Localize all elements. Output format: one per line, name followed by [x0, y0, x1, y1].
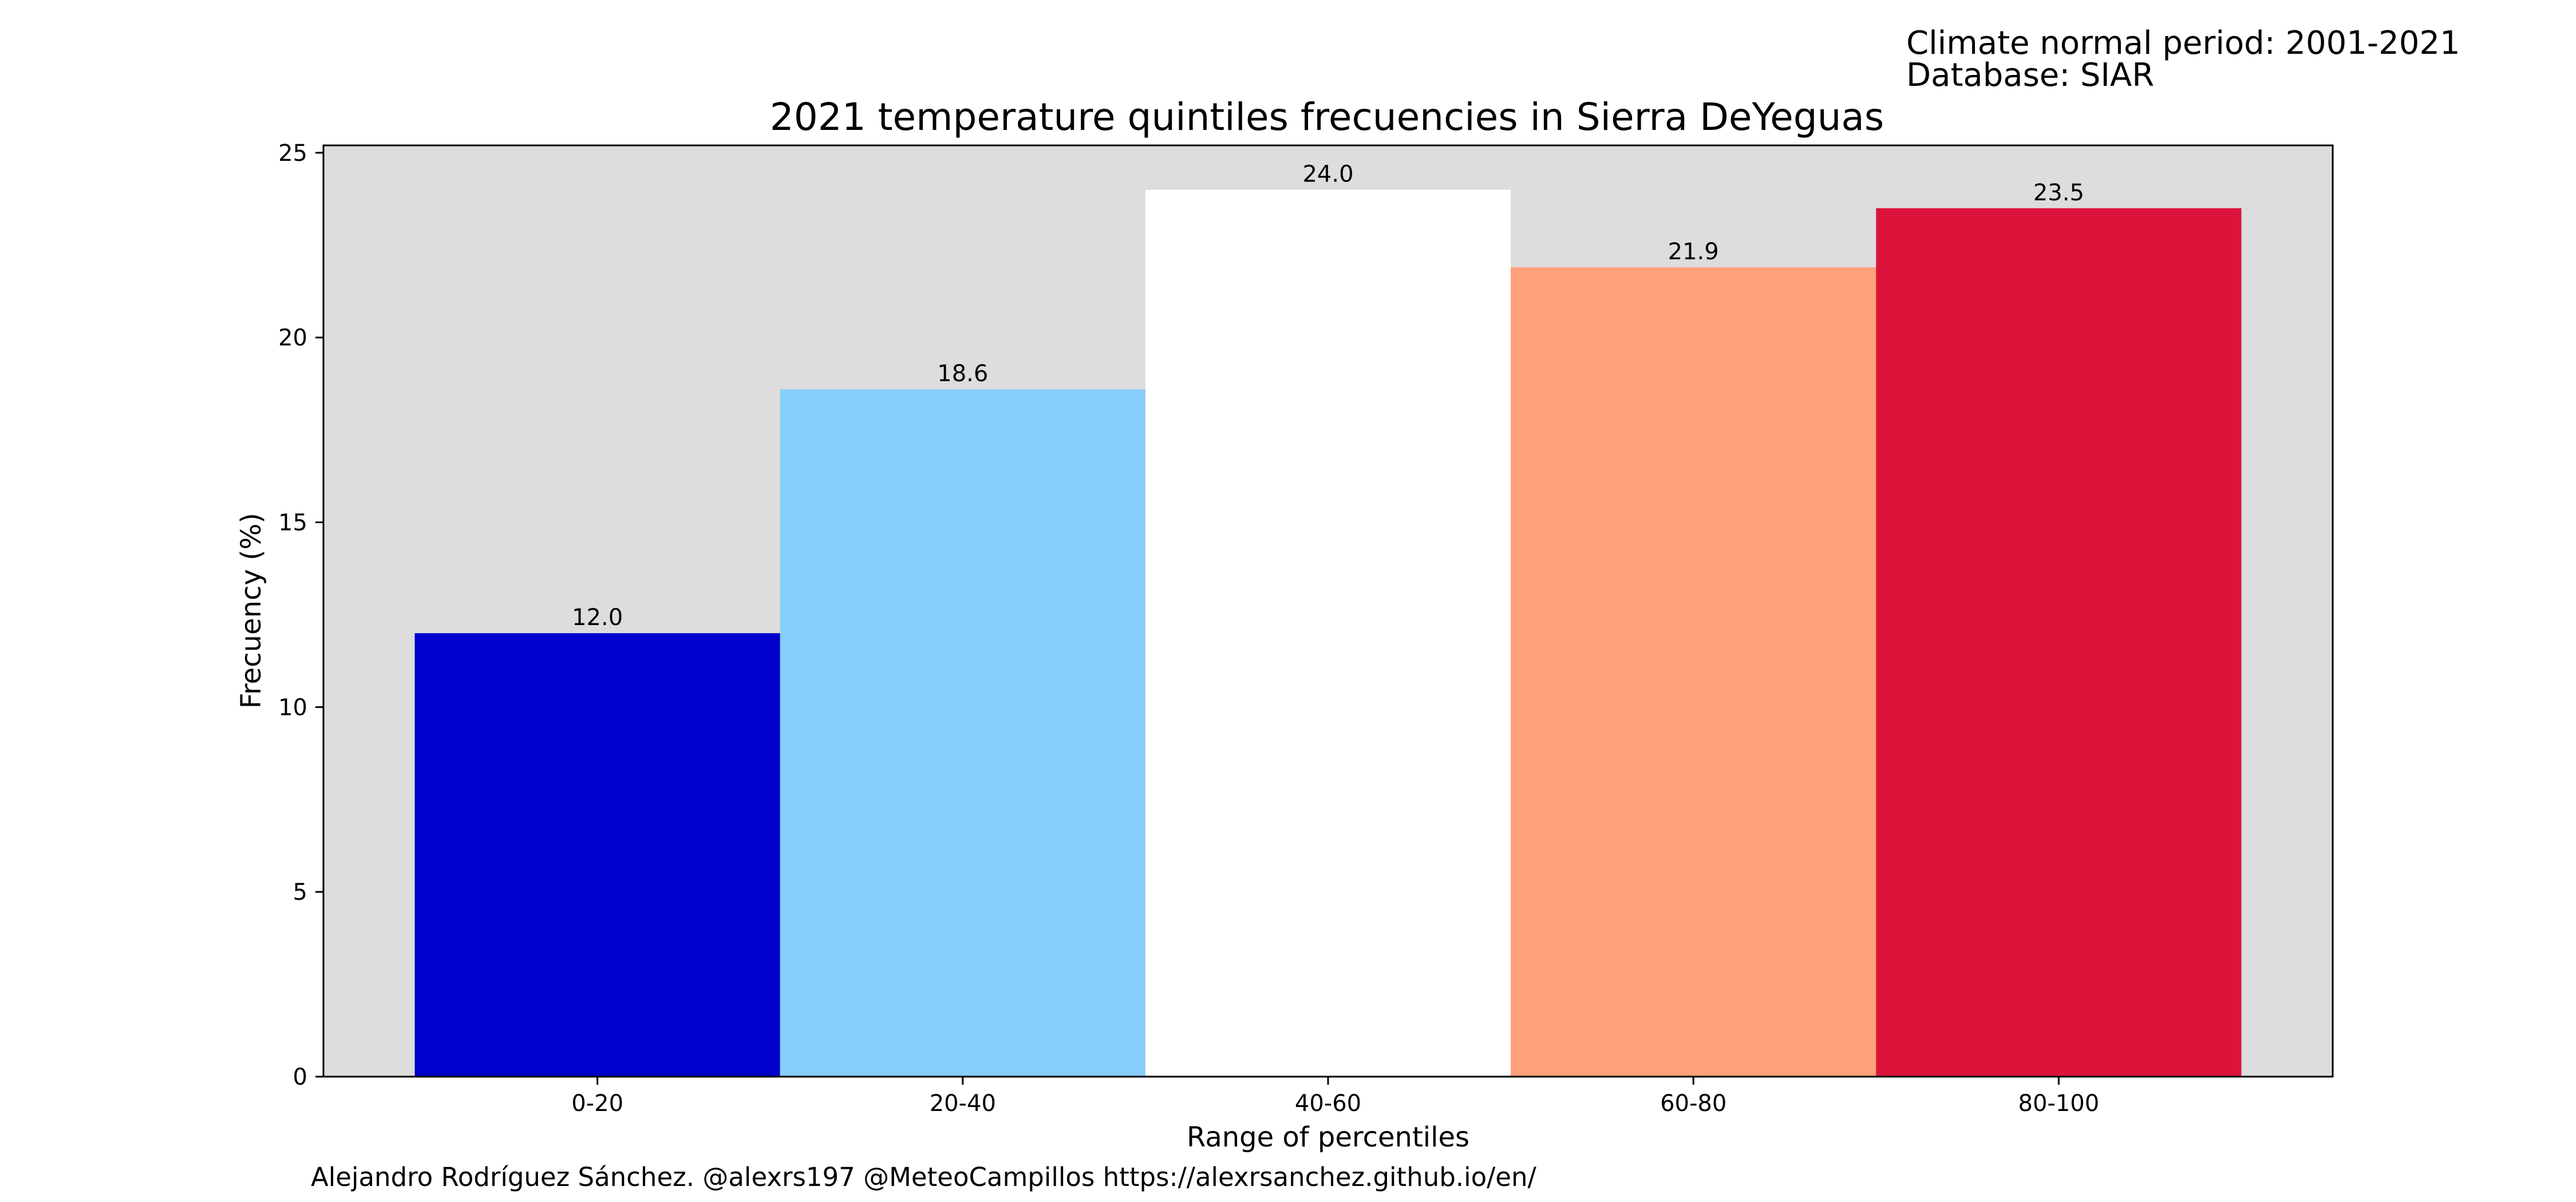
bar-40-60 — [1145, 189, 1511, 1077]
bar-20-40 — [780, 389, 1145, 1077]
y-tick-label: 15 — [278, 510, 307, 536]
credit-text: Alejandro Rodríguez Sánchez. @alexrs197 … — [311, 1162, 1537, 1192]
bars-group: 12.0 18.6 24.0 21.9 23.5 — [414, 161, 2242, 1077]
chart-title: 2021 temperature quintiles frecuencies i… — [770, 95, 1884, 139]
x-tick-label: 40-60 — [1295, 1090, 1361, 1117]
bar-60-80 — [1511, 267, 1876, 1077]
y-tick-label: 20 — [278, 325, 307, 351]
y-tick-label: 10 — [278, 694, 307, 721]
bar-80-100 — [1876, 208, 2242, 1077]
data-label-40-60: 24.0 — [1302, 161, 1353, 187]
bar-0-20 — [414, 633, 780, 1077]
y-tick-label: 0 — [293, 1064, 307, 1090]
climate-period-text: Climate normal period: 2001-2021 — [1906, 25, 2460, 62]
ticks-group: 0-20 20-40 40-60 60-80 80-100 0 5 10 15 20 25 — [278, 140, 2099, 1117]
y-axis-title: Frecuency (%) — [235, 513, 267, 709]
x-tick-label: 20-40 — [930, 1090, 996, 1117]
y-tick-label: 25 — [278, 140, 307, 167]
data-label-0-20: 12.0 — [572, 604, 623, 631]
plot-frame — [322, 144, 2334, 1078]
database-text: Database: SIAR — [1906, 57, 2154, 94]
x-axis-title: Range of percentiles — [1187, 1121, 1469, 1153]
x-tick-label: 0-20 — [571, 1090, 623, 1117]
y-tick-label: 5 — [293, 879, 307, 906]
data-label-60-80: 21.9 — [1668, 239, 1719, 265]
data-label-20-40: 18.6 — [937, 361, 988, 387]
x-tick-label: 80-100 — [2018, 1090, 2100, 1117]
data-label-80-100: 23.5 — [2033, 180, 2084, 206]
x-tick-label: 60-80 — [1660, 1090, 1726, 1117]
